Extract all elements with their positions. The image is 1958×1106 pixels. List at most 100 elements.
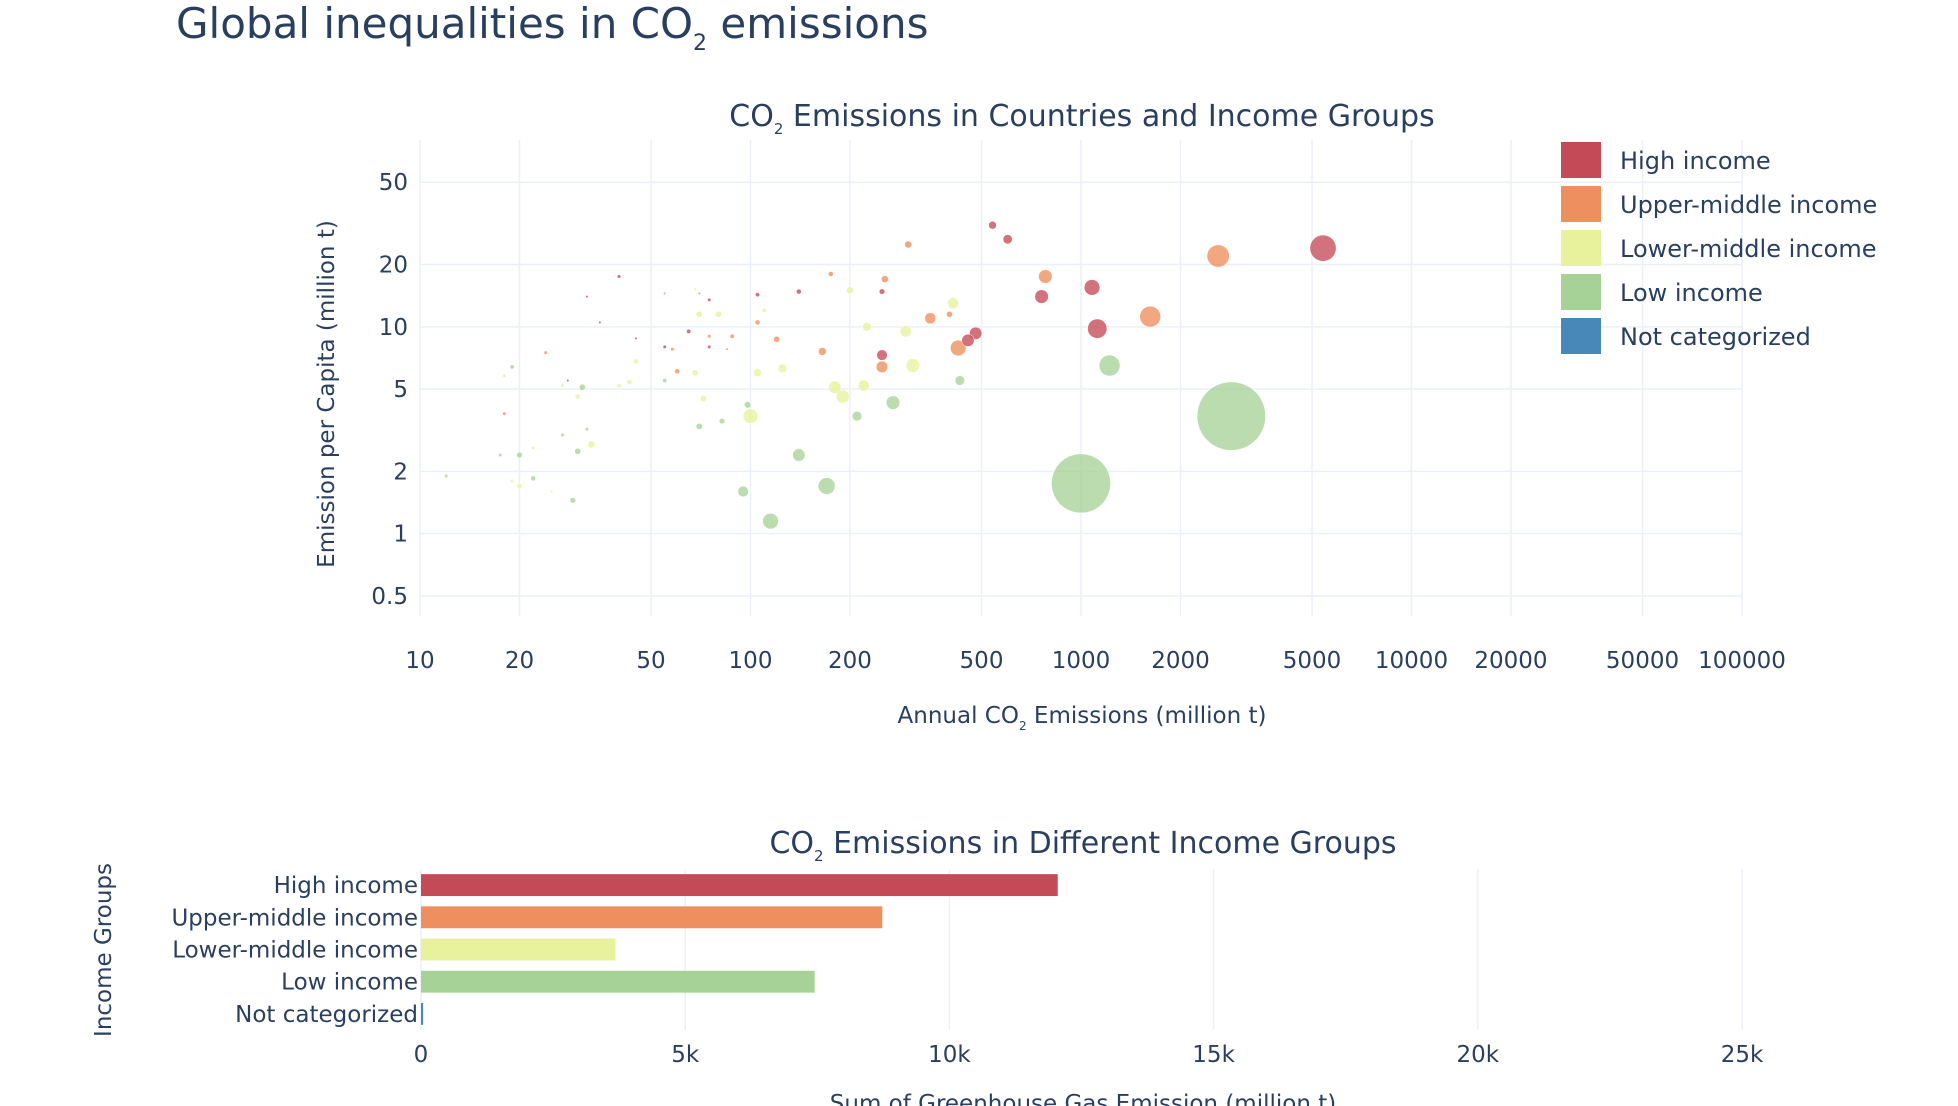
scatter-point-low-income xyxy=(1196,381,1266,451)
bar-title-subscript: 2 xyxy=(814,847,824,865)
scatter-point-high-income xyxy=(634,336,638,340)
scatter-point-lower-middle-income xyxy=(550,489,554,493)
scatter-point-lower-middle-income xyxy=(862,322,872,332)
scatter-point-high-income xyxy=(598,320,602,324)
scatter-point-upper-middle-income xyxy=(950,339,967,357)
bar-x-axis-label: Sum of Greenhouse Gas Emission (million … xyxy=(830,1091,1336,1106)
scatter-point-low-income xyxy=(579,383,586,391)
scatter-title: CO2 Emissions in Countries and Income Gr… xyxy=(729,99,1434,138)
scatter-point-lower-middle-income xyxy=(616,383,622,388)
scatter-point-upper-middle-income xyxy=(543,350,548,355)
legend-swatch-low-income xyxy=(1561,274,1601,310)
scatter-point-lower-middle-income xyxy=(693,287,697,291)
legend-label-low-income: Low income xyxy=(1620,279,1763,307)
scatter-x-tick-label: 10000 xyxy=(1375,648,1448,674)
scatter-y-tick-label: 10 xyxy=(379,315,408,341)
scatter-point-low-income xyxy=(885,395,901,410)
bar-category-label-low-income: Low income xyxy=(281,970,418,996)
scatter-x-tick-label: 200 xyxy=(828,648,872,674)
scatter-y-tick-label: 1 xyxy=(393,522,408,548)
bar-x-tick-label: 15k xyxy=(1192,1042,1235,1068)
scatter-point-upper-middle-income xyxy=(670,347,675,352)
scatter-point-low-income xyxy=(662,378,668,383)
scatter-point-upper-middle-income xyxy=(1206,244,1230,268)
scatter-panel: 10 20 50 100 200 500 1000 2000 5000 10000 20000 500… xyxy=(314,99,1877,733)
scatter-point-lower-middle-income xyxy=(846,286,854,295)
scatter-x-tick-label: 2000 xyxy=(1151,648,1210,674)
scatter-point-lower-middle-income xyxy=(835,389,850,404)
scatter-point-high-income xyxy=(707,297,712,302)
legend-swatch-lower-middle-income xyxy=(1561,230,1601,266)
bar-category-label-lower-middle-income: Lower-middle income xyxy=(172,938,418,964)
scatter-y-tick-label: 0.5 xyxy=(371,584,408,610)
legend-swatch-not-categorized xyxy=(1561,318,1601,354)
legend-swatch-high-income xyxy=(1561,142,1601,178)
legend-label-lower-middle-income: Lower-middle income xyxy=(1620,235,1877,263)
scatter-point-lower-middle-income xyxy=(947,297,959,310)
bar-category-label-not-categorized: Not categorized xyxy=(235,1002,418,1028)
scatter-point-low-income xyxy=(718,418,726,425)
scatter-x-tick-label: 1000 xyxy=(1052,648,1111,674)
scatter-point-upper-middle-income xyxy=(875,360,889,374)
scatter-point-low-income xyxy=(516,451,523,459)
scatter-point-low-income xyxy=(851,411,863,422)
scatter-point-lower-middle-income xyxy=(510,478,515,483)
scatter-point-low-income xyxy=(737,485,749,498)
figure-title: Global inequalities in CO2 emissions xyxy=(176,0,928,56)
scatter-point-high-income xyxy=(878,288,886,295)
scatter-point-lower-middle-income xyxy=(905,358,920,373)
scatter-x-axis-label: Annual CO2 Emissions (million t) xyxy=(898,703,1267,733)
scatter-point-high-income xyxy=(566,379,570,383)
scatter-point-high-income xyxy=(1034,289,1049,304)
scatter-point-upper-middle-income xyxy=(924,312,937,325)
scatter-point-high-income xyxy=(1002,234,1013,245)
scatter-x-axis-label-post: Emissions (million t) xyxy=(1027,703,1267,729)
scatter-point-upper-middle-income xyxy=(697,291,701,295)
scatter-y-tick-label: 50 xyxy=(379,170,408,196)
bar-lower-middle-income xyxy=(421,938,616,961)
scatter-point-upper-middle-income xyxy=(773,336,780,343)
scatter-point-lower-middle-income xyxy=(691,369,699,377)
scatter-y-tick-label: 5 xyxy=(393,377,408,403)
legend-label-upper-middle-income: Upper-middle income xyxy=(1620,191,1877,219)
scatter-point-upper-middle-income xyxy=(502,411,507,416)
scatter-points xyxy=(444,220,1337,530)
scatter-point-upper-middle-income xyxy=(707,334,712,339)
bar-high-income xyxy=(421,874,1058,897)
bar-x-tick-label: 5k xyxy=(671,1042,700,1068)
scatter-point-lower-middle-income xyxy=(695,310,703,318)
scatter-point-high-income xyxy=(876,349,888,361)
bar-category-label-upper-middle-income: Upper-middle income xyxy=(171,905,418,931)
scatter-x-tick-label: 500 xyxy=(960,648,1004,674)
scatter-point-upper-middle-income xyxy=(725,347,729,351)
scatter-x-tick-label: 50000 xyxy=(1606,648,1679,674)
scatter-title-post: Emissions in Countries and Income Groups xyxy=(783,99,1434,134)
legend-swatch-upper-middle-income xyxy=(1561,186,1601,222)
scatter-point-upper-middle-income xyxy=(1038,269,1053,284)
bar-x-tick-label: 25k xyxy=(1721,1042,1764,1068)
scatter-point-high-income xyxy=(961,333,975,347)
scatter-point-high-income xyxy=(1087,318,1108,339)
scatter-point-upper-middle-income xyxy=(729,333,735,339)
scatter-point-lower-middle-income xyxy=(700,395,707,402)
scatter-title-subscript: 2 xyxy=(774,120,784,138)
scatter-y-tick-label: 2 xyxy=(393,459,408,485)
scatter-point-low-income xyxy=(569,497,576,504)
scatter-point-low-income xyxy=(444,473,449,479)
scatter-point-high-income xyxy=(988,220,997,230)
scatter-point-low-income xyxy=(954,375,965,386)
scatter-point-low-income xyxy=(530,475,536,482)
scatter-point-lower-middle-income xyxy=(587,440,596,449)
scatter-point-lower-middle-income xyxy=(715,310,722,318)
figure-title-main: Global inequalities in CO xyxy=(176,0,693,48)
scatter-x-tick-label: 20 xyxy=(505,648,534,674)
scatter-y-tick-labels: 0.5 1 2 5 10 20 50 xyxy=(371,170,408,610)
scatter-point-lower-middle-income xyxy=(857,379,870,392)
scatter-point-lower-middle-income xyxy=(531,445,536,450)
figure-title-subscript: 2 xyxy=(693,31,707,56)
scatter-point-lower-middle-income xyxy=(828,380,842,394)
bar-y-axis-label: Income Groups xyxy=(91,863,117,1037)
scatter-point-low-income xyxy=(818,477,836,495)
bar-bars xyxy=(421,874,1058,1025)
